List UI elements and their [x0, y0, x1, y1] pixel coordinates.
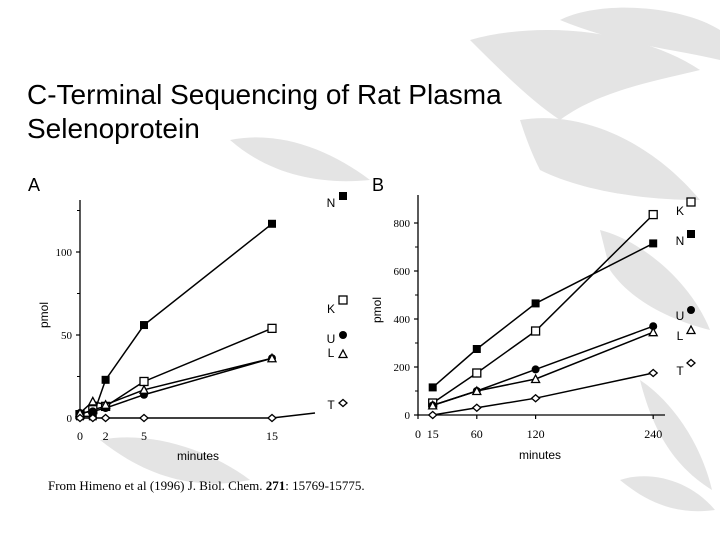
chart-b-series-t-point: [648, 368, 659, 378]
chart-a-series-t-point: [87, 413, 98, 423]
caption-volume: 271: [265, 478, 286, 493]
chart-b-series-n-point: [531, 299, 540, 308]
chart-a-x-tick-label: 2: [103, 429, 109, 443]
chart-b-series-l-line: [432, 331, 654, 407]
chart-a-series-n-point: [140, 321, 148, 330]
chart-a-series-l-legend-marker: [337, 348, 349, 359]
chart-a-series-n-point: [101, 375, 110, 384]
chart-b-series-t-legend-marker: [686, 358, 696, 368]
chart-a-series-l-point: [266, 352, 278, 363]
chart-b-series-u-line: [432, 325, 654, 407]
citation-caption: From Himeno et al (1996) J. Biol. Chem. …: [48, 478, 365, 494]
chart-a-y-tick-label: 0: [67, 413, 73, 425]
chart-a-panel-letter: A: [28, 175, 40, 195]
chart-b-series-n-line: [432, 242, 654, 388]
chart-a-series-t-point: [75, 413, 85, 423]
chart-b-x-tick-label: 15: [427, 427, 439, 441]
chart-b-x-tick-label: 60: [471, 427, 483, 441]
chart-b-series-n-point: [472, 345, 481, 353]
chart-a-series-u-legend-label: U: [327, 332, 336, 346]
chart-a-series-l-legend-label: L: [328, 346, 335, 360]
chart-b-series-l-point: [471, 385, 482, 396]
chart-b-y-tick-label: 400: [394, 314, 411, 326]
chart-b-series-l-point: [427, 400, 438, 410]
chart-b-series-k-line: [432, 214, 654, 404]
chart-b-series-l-legend-marker: [685, 324, 697, 335]
chart-b-series-l-legend-label: L: [677, 329, 684, 343]
chart-b-series-t-line: [432, 372, 654, 416]
chart-a-x-tick-label: 0: [77, 429, 83, 443]
chart-b-x-tick-label: 240: [644, 427, 662, 441]
chart-b-series-u-legend-marker: [687, 306, 695, 314]
chart-a-series-k-point: [139, 376, 149, 387]
chart-a-series-k-legend-label: K: [327, 302, 335, 316]
chart-b-x-tick-label: 0: [415, 427, 421, 441]
chart-a-series-t-legend-marker: [338, 398, 348, 408]
chart-b-x-tick-label: 120: [527, 427, 545, 441]
chart-b-series-l-point: [530, 373, 541, 384]
chart-b-series-u-point: [531, 365, 540, 374]
chart-b-series-n-point: [428, 383, 437, 392]
chart-a-series-k-legend-marker: [338, 295, 348, 305]
chart-b-series-n-legend-label: N: [676, 234, 685, 248]
chart-b-series-t-point: [471, 403, 482, 413]
chart-b-series-k-point: [472, 368, 482, 378]
chart-b-series-l-point: [648, 326, 659, 337]
chart-a-series-l-point: [138, 384, 150, 394]
chart-b-y-axis-label: pmol: [370, 297, 384, 323]
chart-a-series-t-point: [267, 413, 277, 423]
chart-a-series-t-line: [80, 412, 316, 419]
chart-a-series-n-legend-marker: [339, 192, 347, 200]
chart-b-x-axis-label: minutes: [519, 448, 561, 462]
chart-b-series-u-point: [649, 322, 658, 331]
chart-b-series-k-point: [648, 209, 658, 220]
chart-a-series-l-point: [100, 399, 111, 409]
chart-a-series-u-legend-marker: [339, 331, 347, 339]
chart-a-series-u-point: [88, 407, 97, 416]
chart-b-y-tick-label: 800: [394, 218, 411, 230]
chart-a-series-n-legend-label: N: [327, 196, 336, 210]
chart-a-series-t-legend-label: T: [327, 398, 335, 412]
chart-a-x-axis-label: minutes: [177, 449, 219, 463]
chart-b-panel-letter: B: [372, 175, 384, 195]
chart-a-series-n-line: [80, 223, 273, 418]
chart-b-y-tick-label: 0: [405, 410, 411, 422]
chart-a-y-tick-label: 100: [56, 247, 73, 259]
chart-a-series-t-point: [139, 413, 149, 423]
caption-prefix: From Himeno et al (1996) J. Biol. Chem.: [48, 478, 266, 493]
chart-b-series-n-legend-marker: [687, 230, 695, 238]
chart-b-series-k-legend-label: K: [676, 204, 684, 218]
chart-b-series-u-legend-label: U: [676, 309, 685, 323]
chart-a-x-tick-label: 15: [266, 429, 278, 443]
chart-a-series-l-point: [87, 396, 98, 406]
caption-suffix: : 15769-15775.: [285, 478, 365, 493]
chart-b-series-k-legend-marker: [686, 197, 696, 207]
chart-a-y-axis-label: pmol: [37, 302, 51, 328]
chart-b-y-tick-label: 200: [394, 362, 411, 374]
chart-a-y-tick-label: 50: [61, 330, 73, 342]
chart-b-series-t-point: [427, 410, 438, 420]
chart-b-series-k-point: [530, 326, 541, 336]
chart-b-series-n-point: [649, 239, 658, 248]
title-line-2: Selenoprotein: [27, 113, 200, 144]
chart-a-series-t-point: [100, 413, 111, 423]
chart-b-series-t-legend-label: T: [676, 364, 684, 378]
chart-b-series-t-point: [530, 393, 541, 403]
chart-a-series-n-point: [268, 219, 276, 228]
title-line-1: C-Terminal Sequencing of Rat Plasma: [27, 79, 502, 110]
chart-a-series-k-point: [267, 323, 277, 334]
chart-b-y-tick-label: 600: [394, 266, 411, 278]
chart-a-x-tick-label: 5: [141, 429, 147, 443]
slide-title: C-Terminal Sequencing of Rat Plasma Sele…: [27, 78, 627, 146]
